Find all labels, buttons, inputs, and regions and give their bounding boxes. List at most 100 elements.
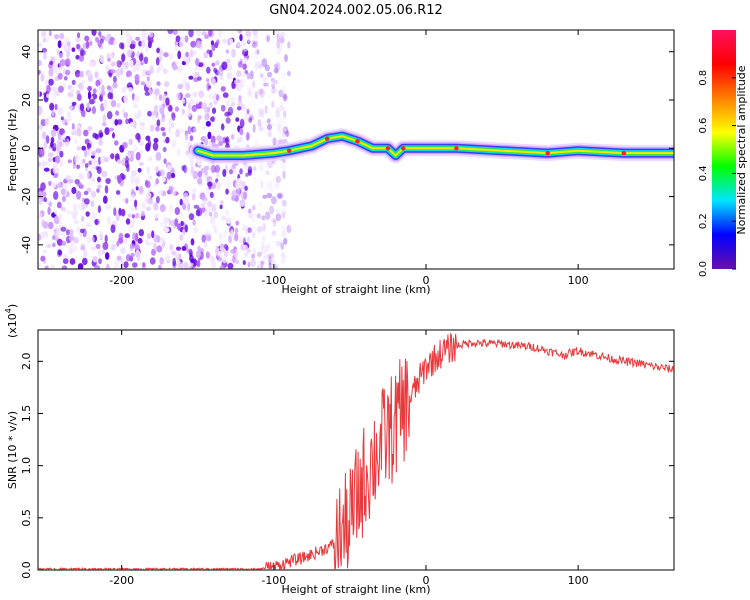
noise-speck — [134, 199, 138, 208]
noise-speck — [48, 68, 54, 77]
noise-speck — [79, 228, 85, 234]
noise-speck — [120, 208, 126, 217]
noise-speck — [105, 65, 110, 72]
y-tick-label: 20 — [20, 93, 33, 107]
noise-speck — [73, 245, 78, 252]
noise-speck — [156, 47, 161, 54]
noise-speck — [76, 164, 80, 170]
noise-speck — [222, 169, 227, 177]
noise-speck — [112, 82, 118, 89]
noise-speck — [247, 87, 252, 94]
noise-speck — [263, 82, 269, 87]
noise-speck — [104, 37, 110, 42]
noise-speck — [273, 160, 278, 167]
colorbar-tick-label: 0.4 — [698, 165, 709, 181]
noise-speck — [90, 211, 97, 221]
noise-speck — [220, 247, 226, 253]
noise-speck — [278, 89, 284, 98]
noise-speck — [89, 61, 95, 68]
noise-speck — [212, 78, 216, 85]
snr-x-ticks: -200 -100 0 100 — [109, 330, 589, 587]
noise-speck — [55, 155, 60, 164]
noise-speck — [201, 31, 208, 36]
noise-speck — [273, 264, 279, 269]
noise-speck — [101, 90, 106, 96]
noise-speck — [237, 30, 243, 34]
noise-speck — [133, 120, 137, 129]
noise-speck — [217, 70, 224, 76]
noise-speck — [51, 110, 55, 117]
noise-speck — [271, 122, 277, 128]
noise-speck — [276, 192, 283, 199]
noise-speck — [280, 85, 287, 94]
noise-speck — [40, 119, 46, 127]
noise-speck — [107, 92, 112, 100]
noise-speck — [230, 96, 236, 103]
noise-speck — [219, 265, 225, 269]
noise-speck — [69, 246, 73, 255]
noise-speck — [193, 50, 197, 56]
noise-speck — [129, 43, 136, 49]
noise-speck — [40, 73, 45, 82]
noise-speck — [239, 34, 243, 42]
noise-speck — [116, 212, 120, 222]
noise-speck — [201, 196, 208, 202]
noise-speck — [98, 248, 102, 257]
noise-speck — [252, 80, 256, 89]
noise-speck — [114, 119, 119, 126]
noise-speck — [266, 181, 272, 190]
noise-speck — [159, 221, 164, 227]
noise-speck — [116, 159, 122, 165]
noise-speck — [220, 104, 226, 112]
noise-speck — [216, 181, 220, 186]
noise-speck — [286, 70, 291, 77]
colorbar-gradient — [712, 30, 736, 269]
noise-speck — [195, 58, 200, 66]
colorbar-tick-label: 0.0 — [698, 261, 709, 277]
noise-speck — [229, 169, 233, 175]
noise-speck — [249, 113, 253, 119]
noise-speck — [257, 251, 263, 257]
y-tick-label: 1.5 — [20, 405, 33, 423]
noise-speck — [206, 66, 211, 74]
noise-speck — [256, 111, 261, 117]
noise-speck — [246, 132, 250, 141]
noise-speck — [82, 257, 88, 266]
noise-speck — [142, 262, 146, 268]
colorbar-tick-label: 0.6 — [698, 118, 709, 134]
noise-speck — [105, 203, 111, 210]
noise-speck — [210, 40, 214, 46]
noise-speck — [156, 68, 160, 74]
noise-speck — [196, 40, 202, 48]
noise-speck — [249, 116, 255, 121]
noise-speck — [77, 82, 83, 90]
noise-speck — [224, 111, 230, 117]
noise-speck — [245, 30, 252, 37]
noise-speck — [45, 135, 50, 144]
noise-speck — [252, 30, 258, 35]
noise-speck — [155, 178, 159, 185]
noise-speck — [267, 71, 272, 79]
noise-speck — [261, 245, 267, 254]
x-tick-label: 0 — [422, 274, 429, 287]
noise-speck — [71, 101, 77, 106]
noise-speck — [67, 111, 71, 118]
noise-speck — [53, 66, 60, 75]
colorbar-ticks: 0.0 0.2 0.4 0.6 0.8 — [698, 70, 736, 277]
noise-speck — [90, 246, 97, 251]
noise-speck — [40, 148, 45, 157]
noise-speck — [54, 209, 58, 215]
noise-speck — [252, 247, 256, 253]
noise-speck — [98, 95, 103, 101]
noise-speck — [271, 139, 278, 144]
noise-speck — [123, 94, 129, 104]
noise-speck — [184, 224, 188, 233]
noise-speck — [267, 123, 272, 131]
noise-speck — [125, 254, 131, 262]
noise-speck — [230, 101, 236, 107]
noise-speck — [57, 40, 62, 49]
noise-speck — [274, 182, 280, 189]
noise-speck — [167, 164, 172, 171]
noise-speck — [168, 219, 175, 226]
